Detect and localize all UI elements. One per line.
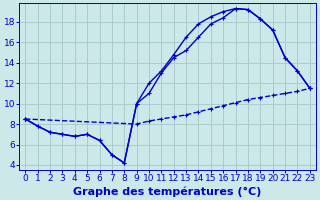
- X-axis label: Graphe des températures (°C): Graphe des températures (°C): [73, 186, 262, 197]
